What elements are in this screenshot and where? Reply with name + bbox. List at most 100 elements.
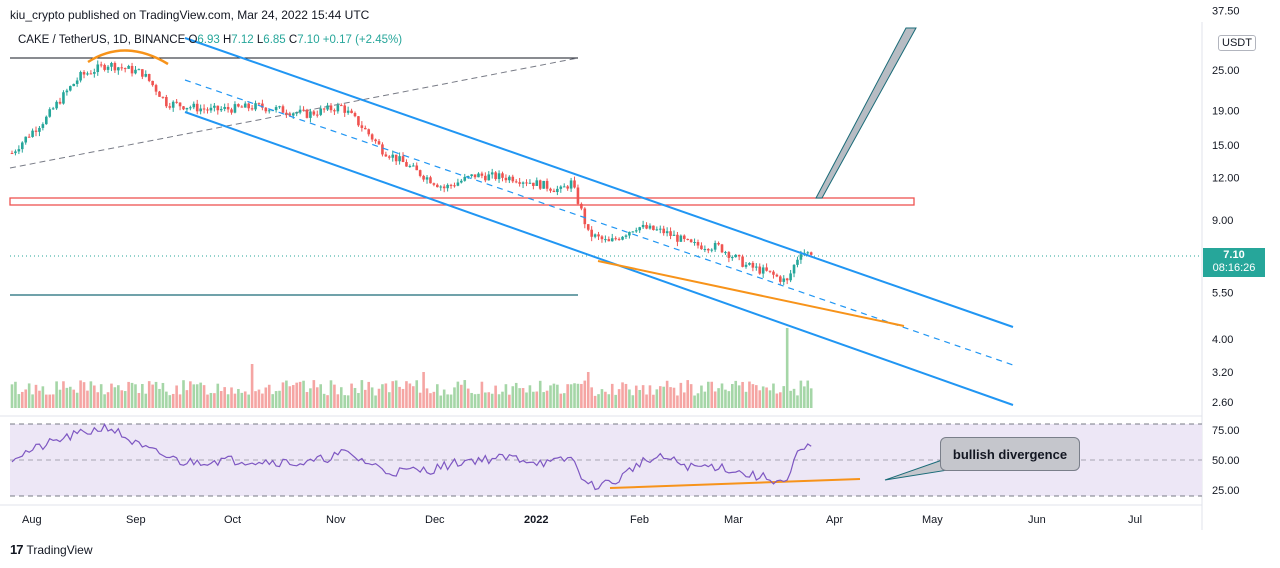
volume-bar	[484, 392, 487, 408]
volume-bar	[487, 392, 491, 408]
candle-body	[237, 104, 240, 107]
candle-body	[583, 208, 587, 225]
volume-bar	[99, 384, 103, 408]
volume-bar	[363, 389, 367, 408]
volume-bar	[556, 384, 559, 408]
candle-body	[460, 180, 463, 183]
candle-body	[408, 165, 412, 167]
candle-body	[343, 105, 347, 113]
candle-body	[755, 266, 758, 268]
volume-bar	[130, 382, 134, 408]
candle-body	[621, 236, 624, 240]
candle-body	[576, 187, 580, 204]
volume-bar	[360, 380, 364, 408]
candle-body	[446, 184, 449, 189]
candle-body	[34, 130, 38, 132]
candle-body	[549, 188, 552, 191]
candle-body	[158, 91, 161, 97]
candle-body	[363, 127, 367, 130]
candle-body	[487, 174, 491, 181]
volume-bar	[295, 382, 298, 408]
volume-bar	[315, 387, 319, 408]
candle-body	[219, 108, 223, 111]
candle-body	[295, 112, 298, 114]
volume-bar	[384, 383, 388, 408]
volume-bar	[20, 391, 24, 408]
rsi-tick-label: 75.00	[1212, 425, 1240, 437]
high-value: 7.12	[231, 34, 254, 46]
volume-bar	[573, 383, 576, 408]
currency-badge[interactable]: USDT	[1218, 35, 1256, 51]
volume-bar	[161, 382, 165, 408]
candle-body	[418, 170, 422, 176]
volume-bar	[706, 381, 710, 408]
price-tick-label: 5.50	[1212, 287, 1233, 299]
candle-body	[79, 72, 82, 81]
volume-bar	[322, 393, 326, 408]
volume-bar	[466, 388, 470, 408]
candle-body	[89, 73, 93, 75]
candle-body	[233, 104, 237, 113]
volume-bar	[412, 386, 415, 408]
volume-bar	[473, 394, 477, 408]
time-tick-label: Jul	[1128, 514, 1142, 526]
candle-body	[17, 149, 21, 152]
volume-bar	[535, 391, 539, 408]
volume-bar	[775, 393, 779, 408]
candle-body	[48, 109, 52, 117]
candle-body	[580, 203, 583, 209]
volume-bar	[178, 394, 182, 408]
volume-bar	[796, 395, 799, 408]
candle-body	[165, 97, 168, 107]
volume-bar	[226, 394, 230, 408]
candle-body	[243, 103, 247, 108]
volume-bar	[254, 391, 257, 408]
volume-bar	[549, 385, 552, 408]
candle-body	[20, 142, 24, 150]
volume-bar	[672, 387, 676, 408]
volume-bar	[494, 385, 497, 408]
volume-bar	[514, 382, 518, 408]
volume-bar	[195, 384, 199, 408]
candle-body	[693, 242, 696, 244]
volume-bar	[10, 384, 14, 408]
volume-bar	[291, 385, 295, 408]
time-tick-label: Oct	[224, 514, 241, 526]
volume-bar	[453, 387, 456, 408]
volume-bar	[655, 389, 659, 408]
volume-bar	[82, 382, 86, 408]
candle-body	[127, 65, 130, 69]
volume-bar	[731, 384, 734, 408]
candle-body	[120, 67, 124, 69]
candle-body	[720, 244, 724, 253]
volume-bar	[209, 392, 213, 408]
candle-body	[161, 96, 165, 98]
candle-body	[552, 190, 556, 193]
candle-body	[597, 234, 600, 237]
volume-bar	[552, 383, 556, 408]
candle-body	[453, 185, 456, 187]
candle-body	[593, 234, 597, 237]
candle-body	[261, 103, 264, 108]
volume-bar	[45, 394, 48, 408]
volume-bar	[779, 392, 782, 408]
candle-body	[315, 114, 319, 116]
candle-body	[381, 144, 384, 155]
candle-body	[528, 182, 532, 184]
price-tick-label: 25.00	[1212, 65, 1240, 77]
candle-body	[525, 182, 528, 184]
volume-bar	[326, 395, 329, 408]
candle-body	[542, 180, 545, 189]
open-value: 6.93	[197, 34, 220, 46]
candle-body	[240, 106, 244, 108]
volume-bar	[79, 380, 82, 408]
candle-body	[713, 242, 717, 250]
volume-bar	[449, 394, 453, 408]
volume-bar	[600, 389, 604, 408]
volume-bar	[278, 390, 281, 408]
volume-bar	[789, 390, 792, 408]
price-chart[interactable]: 37.50 25.00 19.00 15.00 12.00 9.00 5.50 4.00 3.2…	[0, 0, 1280, 540]
volume-bar	[237, 389, 240, 408]
volume-bar	[34, 384, 38, 408]
candle-body	[638, 227, 641, 231]
